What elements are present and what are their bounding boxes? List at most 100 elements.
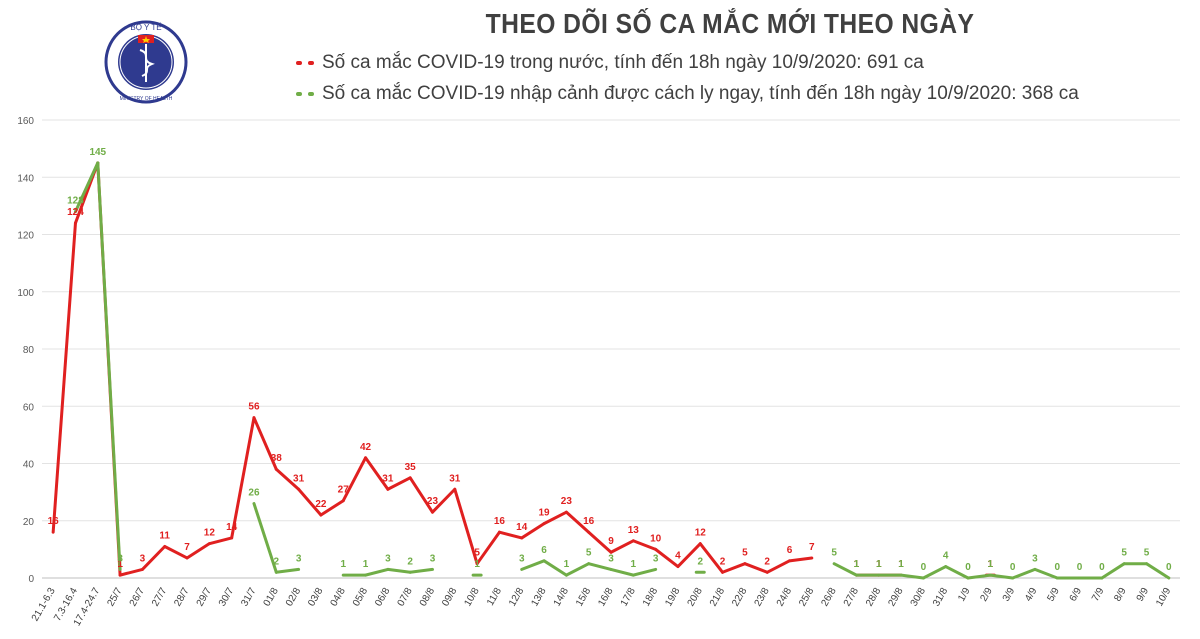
imported-line-segment <box>252 502 278 574</box>
x-tick-label: 4/9 <box>1023 586 1040 604</box>
imported-line-segment <box>386 567 412 574</box>
domestic-line-segment <box>274 467 301 491</box>
domestic-data-label: 9 <box>608 536 614 547</box>
x-tick-label: 03/8 <box>306 586 325 609</box>
domestic-line-segment <box>520 522 546 540</box>
chart-title: THEO DÕI SỐ CA MẮC MỚI THEO NGÀY <box>485 8 975 39</box>
imported-line-segment <box>944 565 970 580</box>
imported-data-label: 6 <box>541 545 547 556</box>
imported-line-segment <box>1145 562 1171 580</box>
x-tick-label: 19/8 <box>663 586 682 609</box>
imported-line-segment <box>1011 567 1037 580</box>
x-axis: 21.1-6.37.3-16.417.4-24.7 25/7 26/7 27/7 28/… <box>30 586 1174 628</box>
domestic-data-label: 1 <box>988 559 994 570</box>
domestic-data-label: 14 <box>516 522 528 533</box>
x-tick-label: 28/8 <box>864 586 883 609</box>
series-lines <box>51 161 1171 580</box>
domestic-data-label: 23 <box>427 496 439 507</box>
domestic-line-segment <box>676 542 702 569</box>
domestic-data-label: 2 <box>720 556 726 567</box>
imported-data-label: 2 <box>697 556 703 567</box>
x-tick-label: 26/7 <box>128 586 147 609</box>
x-tick-label: 23/8 <box>753 586 772 609</box>
imported-line-segment <box>966 573 992 580</box>
x-tick-label: 15/8 <box>574 586 593 609</box>
domestic-line-segment <box>765 559 792 574</box>
imported-line-segment <box>1033 567 1059 580</box>
domestic-data-label: 5 <box>474 548 480 559</box>
logo-text-top: BỘ Y TẾ <box>130 22 161 32</box>
x-tick-label: 29/7 <box>195 586 214 609</box>
x-tick-label: 5/9 <box>1045 586 1062 604</box>
gridlines <box>42 119 1180 579</box>
x-tick-label: 02/8 <box>284 586 303 609</box>
imported-line-segment <box>274 567 301 574</box>
x-tick-label: 8/9 <box>1112 586 1129 604</box>
imported-data-label: 3 <box>430 553 436 564</box>
domestic-line-segment <box>185 542 211 560</box>
imported-data-label: 5 <box>1121 548 1127 559</box>
domestic-line-segment <box>587 530 613 554</box>
domestic-data-label: 7 <box>184 542 190 553</box>
domestic-data-label: 5 <box>742 548 748 559</box>
domestic-line-segment <box>319 499 345 517</box>
imported-data-label: 0 <box>965 562 971 573</box>
x-tick-label: 30/8 <box>909 586 928 609</box>
domestic-line-segment <box>542 510 568 526</box>
x-tick-label: 3/9 <box>1001 586 1018 604</box>
domestic-line-segment <box>721 562 747 574</box>
domestic-data-label: 31 <box>382 473 394 484</box>
imported-data-label: 0 <box>1166 562 1172 573</box>
domestic-line-segment <box>453 487 479 566</box>
x-tick-label: 7/9 <box>1090 586 1107 604</box>
domestic-data-label: 11 <box>159 531 170 542</box>
domestic-line-segment <box>386 476 412 491</box>
domestic-line-segment <box>609 539 635 554</box>
domestic-line-segment <box>163 545 189 560</box>
domestic-data-label: 56 <box>248 402 260 413</box>
domestic-line-segment <box>698 542 725 574</box>
imported-data-label: 1 <box>988 559 994 570</box>
imported-data-label: 128 <box>67 196 84 207</box>
y-tick-label: 60 <box>23 402 35 413</box>
imported-line-segment <box>587 562 613 571</box>
domestic-line-segment <box>654 547 680 569</box>
domestic-line-segment <box>631 539 658 551</box>
domestic-data-label: 19 <box>538 508 550 519</box>
domestic-data-label: 38 <box>271 453 283 464</box>
domestic-data-label: 12 <box>204 528 216 539</box>
imported-data-label: 0 <box>1099 562 1105 573</box>
x-tick-label: 18/8 <box>641 586 660 609</box>
imported-data-label: 0 <box>1077 562 1083 573</box>
domestic-data-label: 124 <box>67 207 84 218</box>
x-tick-label: 10/8 <box>462 586 481 609</box>
domestic-data-label: 35 <box>405 462 417 473</box>
x-tick-label: 2/9 <box>978 586 995 604</box>
domestic-data-label: 6 <box>787 545 793 556</box>
x-tick-label: 27/7 <box>150 586 169 609</box>
x-tick-label: 20/8 <box>686 586 705 609</box>
domestic-data-label: 1 <box>876 559 882 570</box>
imported-line-segment <box>73 161 100 214</box>
imported-line-segment <box>520 559 546 571</box>
domestic-data-label: 31 <box>449 473 461 484</box>
imported-line-segment <box>609 567 635 577</box>
y-tick-label: 0 <box>28 574 34 585</box>
imported-data-label: 5 <box>1144 548 1150 559</box>
imported-data-label: 1 <box>474 559 480 570</box>
imported-line-segment <box>542 559 568 577</box>
domestic-data-label: 12 <box>695 528 707 539</box>
domestic-data-label: 42 <box>360 442 372 453</box>
legend-domestic-swatch <box>296 58 318 68</box>
domestic-line-segment <box>207 536 234 546</box>
x-tick-label: 28/7 <box>172 586 191 609</box>
imported-data-label: 1 <box>631 559 637 570</box>
domestic-data-label: 3 <box>140 553 146 564</box>
x-tick-label: 9/9 <box>1135 586 1152 604</box>
x-tick-label: 30/7 <box>217 586 236 609</box>
domestic-data-label: 27 <box>338 485 350 496</box>
imported-data-label: 3 <box>608 553 614 564</box>
legend-imported-label: Số ca mắc COVID-19 nhập cảnh được cách l… <box>322 83 1079 104</box>
ministry-of-health-logo: BỘ Y TẾ MINISTRY OF HEALTH <box>104 20 188 104</box>
